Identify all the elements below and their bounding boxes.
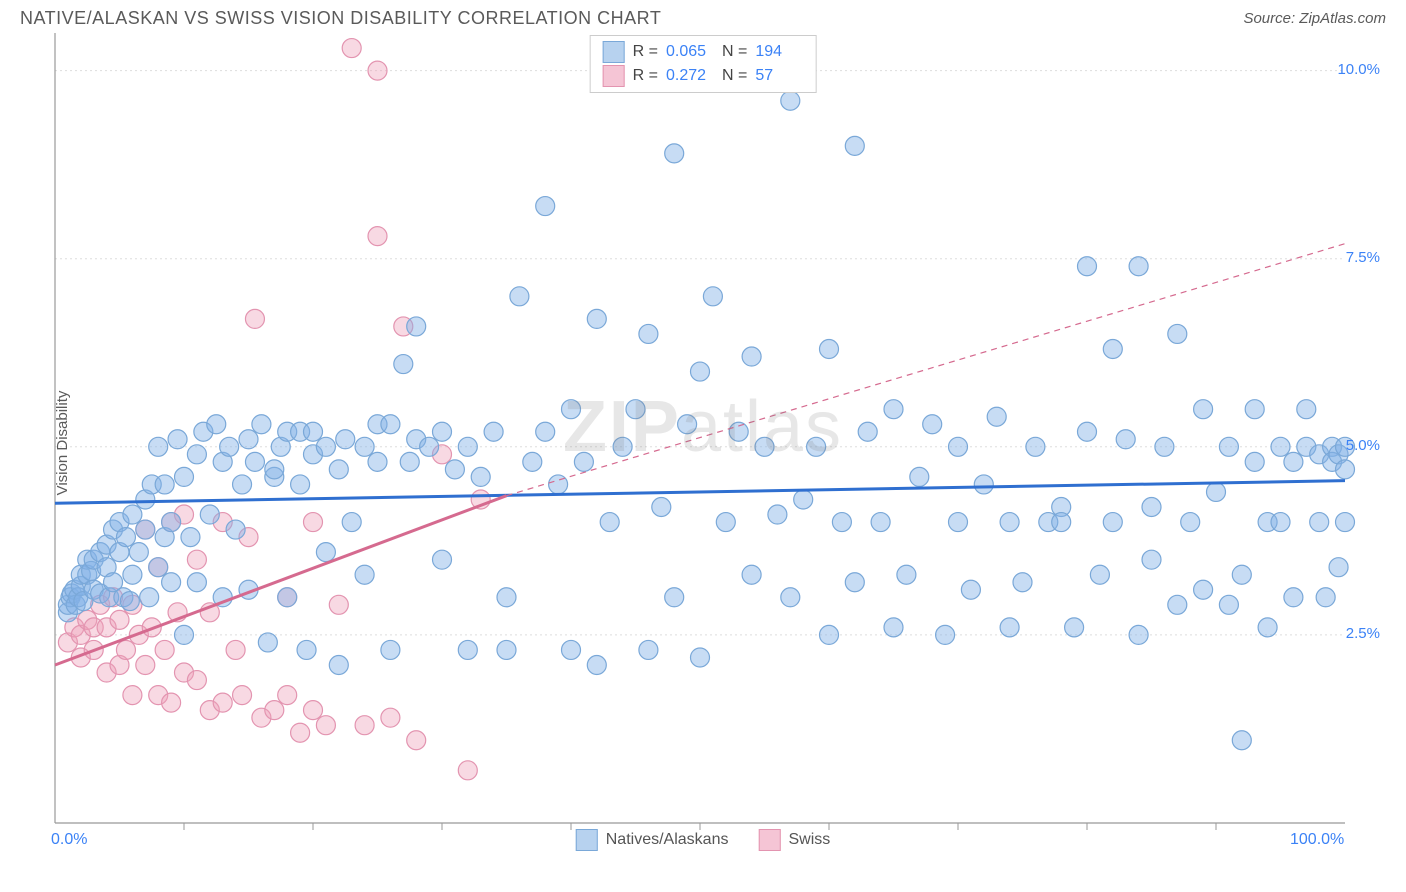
y-tick-label: 7.5% bbox=[1346, 249, 1380, 266]
stat-label-n: N = bbox=[722, 64, 747, 88]
x-axis-max-label: 100.0% bbox=[1290, 831, 1344, 849]
stat-label-n: N = bbox=[722, 40, 747, 64]
legend-swatch-pink bbox=[603, 65, 625, 87]
y-tick-label: 10.0% bbox=[1337, 61, 1380, 78]
stats-legend: R = 0.065 N = 194 R = 0.272 N = 57 bbox=[590, 35, 817, 93]
stat-value-r-blue: 0.065 bbox=[666, 40, 714, 64]
chart-title: NATIVE/ALASKAN VS SWISS VISION DISABILIT… bbox=[20, 8, 661, 29]
legend-label-pink: Swiss bbox=[788, 831, 830, 849]
chart-source: Source: ZipAtlas.com bbox=[1243, 10, 1386, 27]
stat-value-n-pink: 57 bbox=[755, 64, 803, 88]
stats-legend-row-pink: R = 0.272 N = 57 bbox=[603, 64, 804, 88]
scatter-plot bbox=[20, 33, 1386, 853]
stat-value-n-blue: 194 bbox=[755, 40, 803, 64]
y-tick-label: 2.5% bbox=[1346, 625, 1380, 642]
stat-label-r: R = bbox=[633, 40, 658, 64]
legend-item-blue: Natives/Alaskans bbox=[576, 829, 729, 851]
legend-label-blue: Natives/Alaskans bbox=[606, 831, 729, 849]
stat-label-r: R = bbox=[633, 64, 658, 88]
x-axis-min-label: 0.0% bbox=[51, 831, 87, 849]
stat-value-r-pink: 0.272 bbox=[666, 64, 714, 88]
chart-area: Vision Disability ZIPatlas R = 0.065 N =… bbox=[20, 33, 1386, 853]
legend-swatch-blue bbox=[603, 41, 625, 63]
legend-swatch-blue bbox=[576, 829, 598, 851]
stats-legend-row-blue: R = 0.065 N = 194 bbox=[603, 40, 804, 64]
legend-swatch-pink bbox=[758, 829, 780, 851]
legend-item-pink: Swiss bbox=[758, 829, 830, 851]
series-legend: Natives/Alaskans Swiss bbox=[576, 829, 831, 851]
y-axis-label: Vision Disability bbox=[54, 391, 71, 496]
y-tick-label: 5.0% bbox=[1346, 437, 1380, 454]
